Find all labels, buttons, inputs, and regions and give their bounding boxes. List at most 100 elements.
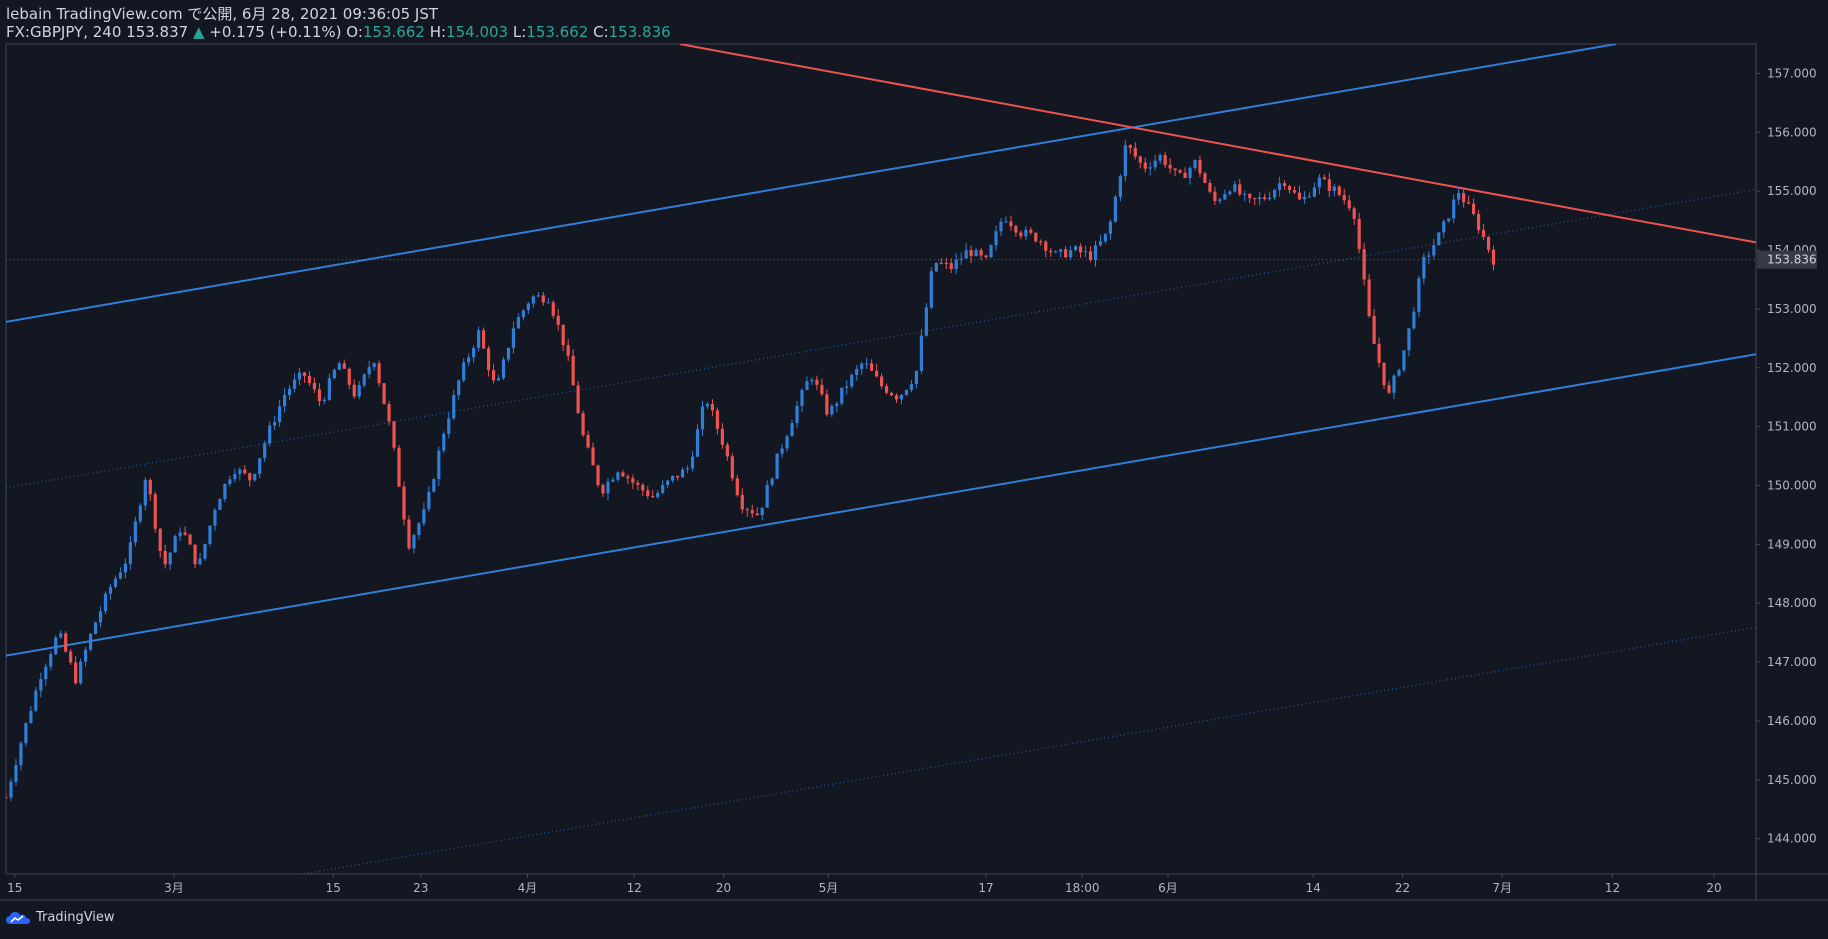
candle-body bbox=[1228, 191, 1232, 195]
candle-body bbox=[1472, 203, 1476, 214]
candle-body bbox=[29, 710, 33, 723]
candle-body bbox=[949, 263, 953, 269]
candle-body bbox=[417, 523, 421, 536]
candle-body bbox=[521, 310, 525, 318]
plot-area-border bbox=[5, 43, 1757, 875]
candle-body bbox=[402, 486, 406, 520]
candle-body bbox=[128, 542, 132, 564]
candle-body bbox=[551, 302, 555, 316]
candle-body bbox=[541, 295, 545, 303]
candle-body bbox=[790, 423, 794, 437]
candle-body bbox=[213, 509, 217, 526]
candle-body bbox=[1243, 193, 1247, 195]
candle-body bbox=[765, 484, 769, 508]
candle-body bbox=[1019, 232, 1023, 237]
time-tick-label: 22 bbox=[1395, 881, 1410, 895]
candle-body bbox=[556, 315, 560, 325]
candle-body bbox=[1481, 230, 1486, 237]
candle-body bbox=[1357, 218, 1361, 250]
candle-body bbox=[661, 485, 665, 494]
candle-body bbox=[1163, 155, 1167, 165]
candle-body bbox=[1292, 190, 1297, 193]
candle-body bbox=[59, 633, 63, 638]
price-axis[interactable]: 157.000156.000155.000154.000153.000152.0… bbox=[1756, 66, 1817, 846]
candle-body bbox=[825, 394, 829, 415]
candle-body bbox=[1273, 189, 1277, 198]
candle-body bbox=[83, 649, 88, 662]
candle-body bbox=[1253, 198, 1257, 200]
candle-body bbox=[14, 765, 18, 782]
candle-body bbox=[810, 379, 814, 382]
price-tick-label: 145.000 bbox=[1767, 773, 1817, 787]
candle-body bbox=[233, 473, 237, 480]
price-tick-label: 149.000 bbox=[1767, 537, 1817, 551]
low-value: 153.662 bbox=[526, 23, 589, 41]
candle-body bbox=[397, 447, 401, 487]
candle-body bbox=[123, 563, 127, 573]
high-value: 154.003 bbox=[446, 23, 509, 41]
candle-body bbox=[1083, 251, 1088, 253]
candle-body bbox=[616, 472, 620, 480]
candle-body bbox=[1337, 186, 1341, 195]
candle-body bbox=[1297, 192, 1302, 200]
candle-body bbox=[208, 525, 212, 544]
candle-body bbox=[695, 429, 700, 457]
ohlc-legend: FX:GBPJPY, 240 153.837 ▲ +0.175 (+0.11%)… bbox=[6, 23, 671, 41]
candle-body bbox=[676, 475, 680, 478]
candle-body bbox=[631, 478, 635, 483]
candle-body bbox=[536, 295, 540, 297]
change-arrow-icon: ▲ bbox=[192, 23, 205, 41]
candle-body bbox=[258, 458, 262, 474]
candle-body bbox=[999, 221, 1003, 232]
open-label: O: bbox=[346, 23, 363, 41]
candle-body bbox=[412, 535, 416, 549]
candle-body bbox=[248, 473, 252, 481]
candle-body bbox=[228, 479, 232, 484]
time-tick-label: 6月 bbox=[1158, 881, 1178, 895]
time-axis[interactable]: 15 3月 15 23 4月 12 20 5月 17 18:00 6月 14 22 7月 12 20 bbox=[7, 874, 1722, 895]
candle-body bbox=[98, 611, 103, 623]
candle-body bbox=[914, 370, 919, 385]
candle-body bbox=[183, 532, 187, 535]
candle-body bbox=[840, 387, 844, 404]
candle-body bbox=[884, 386, 889, 393]
candle-body bbox=[462, 362, 466, 381]
price-tick-label: 153.000 bbox=[1767, 302, 1817, 316]
candle-body bbox=[1302, 196, 1307, 200]
candle-body bbox=[1457, 193, 1461, 200]
candle-body bbox=[591, 447, 595, 466]
candle-body bbox=[307, 375, 312, 384]
candle-body bbox=[332, 369, 336, 379]
candle-body bbox=[1263, 197, 1267, 200]
candle-body bbox=[1044, 241, 1048, 251]
candle-body bbox=[870, 363, 874, 371]
candle-body bbox=[1064, 249, 1068, 258]
footer-brand[interactable]: TradingView bbox=[6, 910, 115, 925]
candle-body bbox=[516, 317, 521, 329]
candle-body bbox=[954, 259, 958, 269]
candle-body bbox=[163, 550, 167, 565]
candle-body bbox=[1223, 194, 1227, 200]
candle-body bbox=[347, 368, 351, 385]
candle-body bbox=[103, 593, 108, 612]
candle-body bbox=[108, 586, 113, 594]
candle-body bbox=[700, 406, 705, 430]
candle-body bbox=[780, 448, 784, 454]
candle-body bbox=[44, 666, 48, 680]
candle-body bbox=[1128, 145, 1132, 148]
candle-body bbox=[1417, 278, 1421, 312]
symbol-label[interactable]: FX:GBPJPY, 240 153.837 bbox=[6, 23, 189, 41]
candle-body bbox=[795, 405, 799, 424]
price-tick-label: 155.000 bbox=[1767, 184, 1817, 198]
candle-body bbox=[626, 476, 630, 479]
candle-body bbox=[1377, 343, 1381, 363]
time-tick-label: 20 bbox=[716, 881, 731, 895]
candle-body bbox=[855, 368, 859, 375]
candle-body bbox=[467, 357, 471, 363]
candle-body bbox=[1382, 362, 1386, 386]
candle-body bbox=[501, 359, 506, 379]
candle-body bbox=[1491, 249, 1496, 265]
candle-body bbox=[1317, 177, 1321, 188]
candle-body bbox=[904, 389, 909, 395]
